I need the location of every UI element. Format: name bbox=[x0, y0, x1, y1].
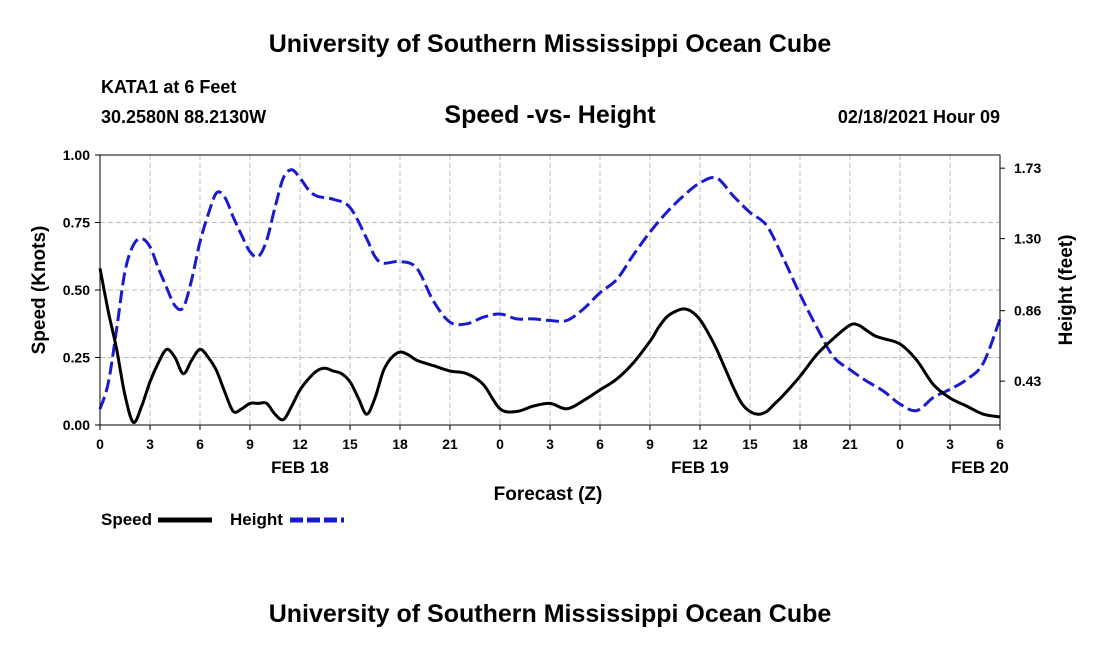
series-layer bbox=[98, 168, 1002, 424]
x-tick-label: 3 bbox=[546, 436, 554, 452]
y-tick-label-speed: 0.50 bbox=[63, 282, 90, 298]
legend-label-speed: Speed bbox=[101, 510, 152, 529]
series-line-height bbox=[98, 168, 1002, 413]
x-tick-label: 0 bbox=[896, 436, 904, 452]
x-tick-label: 0 bbox=[496, 436, 504, 452]
banner-title-bottom: University of Southern Mississippi Ocean… bbox=[268, 600, 832, 628]
x-tick-label: 6 bbox=[596, 436, 604, 452]
x-tick-label: 18 bbox=[792, 436, 808, 452]
x-tick-label: 9 bbox=[246, 436, 254, 452]
x-tick-label: 15 bbox=[342, 436, 358, 452]
legend: Speed Height bbox=[101, 510, 344, 529]
chart-title: Speed -vs- Height bbox=[444, 101, 656, 129]
x-tick-label: 0 bbox=[96, 436, 104, 452]
x-tick-label: 3 bbox=[946, 436, 954, 452]
x-tick-label: 18 bbox=[392, 436, 408, 452]
x-tick-label: 12 bbox=[292, 436, 308, 452]
axis-layer: 0 3 6 9 12 15 18 21 0 3 6 9 12 15 18 21 0 3 6 0.00 0.25 0.50 0… bbox=[63, 147, 1042, 477]
series-line-speed bbox=[98, 268, 1001, 424]
y-tick-label-speed: 0.25 bbox=[63, 350, 90, 366]
banner-title-top: University of Southern Mississippi Ocean… bbox=[268, 30, 832, 58]
valid-time: 02/18/2021 Hour 09 bbox=[837, 107, 1000, 127]
y-tick-label-speed: 1.00 bbox=[63, 147, 90, 163]
y-tick-label-height: 1.73 bbox=[1014, 160, 1041, 176]
x-tick-label: 6 bbox=[196, 436, 204, 452]
y-tick-label-speed: 0.75 bbox=[63, 215, 90, 231]
x-axis-label: Forecast (Z) bbox=[494, 484, 603, 505]
x-tick-label: 21 bbox=[442, 436, 458, 452]
station-coordinates: 30.2580N 88.2130W bbox=[101, 107, 267, 127]
date-label: FEB 20 bbox=[951, 458, 1009, 477]
y-tick-label-speed: 0.00 bbox=[63, 417, 90, 433]
grid-lines bbox=[100, 155, 1000, 425]
y-axis-label-height: Height (feet) bbox=[1056, 235, 1077, 346]
x-tick-label: 9 bbox=[646, 436, 654, 452]
x-tick-label: 21 bbox=[842, 436, 858, 452]
x-tick-label: 6 bbox=[996, 436, 1004, 452]
y-tick-label-height: 0.43 bbox=[1014, 373, 1041, 389]
station-name: KATA1 at 6 Feet bbox=[101, 77, 237, 97]
x-tick-label: 3 bbox=[146, 436, 154, 452]
y-axis-label-speed: Speed (Knots) bbox=[29, 226, 50, 355]
x-tick-label: 12 bbox=[692, 436, 708, 452]
date-label: FEB 19 bbox=[671, 458, 729, 477]
x-tick-label: 15 bbox=[742, 436, 758, 452]
legend-label-height: Height bbox=[230, 510, 283, 529]
date-label: FEB 18 bbox=[271, 458, 329, 477]
y-tick-label-height: 1.30 bbox=[1014, 231, 1041, 247]
y-tick-label-height: 0.86 bbox=[1014, 303, 1041, 319]
